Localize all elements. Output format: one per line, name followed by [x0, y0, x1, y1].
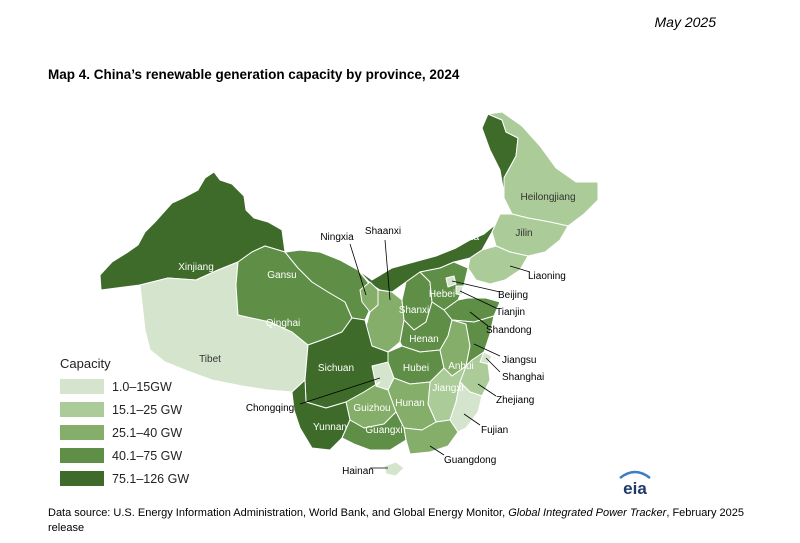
province-label: Shandong [486, 325, 532, 336]
legend: Capacity 1.0–15GW 15.1–25 GW 25.1–40 GW 40.… [60, 356, 189, 490]
legend-label: 25.1–40 GW [112, 425, 183, 440]
province-label: Shanghai [502, 372, 544, 383]
source-title: Global Integrated Power Tracker [508, 507, 667, 519]
province-label: Tibet [199, 354, 221, 365]
province-fujian[interactable] [449, 381, 483, 433]
province-label: Fujian [481, 425, 508, 436]
map-title: Map 4. China’s renewable generation capa… [48, 67, 460, 82]
province-hainan[interactable] [383, 461, 405, 477]
province-label: Yunnan [313, 422, 347, 433]
province-label: Zhejiang [496, 395, 534, 406]
leader-ningxia [349, 243, 367, 296]
source-suffix: , February 2025 release [48, 507, 744, 534]
province-label: Henan [409, 334, 438, 345]
province-beijing[interactable] [445, 275, 457, 288]
legend-item: 75.1–126 GW [60, 467, 189, 490]
leader-fujian [463, 413, 481, 426]
leader-liaoning [509, 265, 531, 273]
leader-chongqing [299, 377, 381, 405]
province-label: Hainan [342, 466, 374, 477]
province-label: Jiangxi [432, 383, 463, 394]
province-label: Heilongjiang [520, 192, 575, 203]
province-jilin[interactable] [491, 213, 569, 257]
leader-jiangsu [473, 343, 501, 357]
leader-shandong [469, 311, 489, 327]
province-label: Hubei [403, 363, 429, 374]
legend-swatch [60, 379, 104, 394]
legend-item: 25.1–40 GW [60, 421, 189, 444]
legend-swatch [60, 402, 104, 417]
legend-label: 75.1–126 GW [112, 471, 190, 486]
leader-guangdong [429, 445, 445, 456]
legend-label: 15.1–25 GW [112, 402, 183, 417]
eia-logo: eia [619, 470, 651, 498]
province-label: Liaoning [528, 271, 566, 282]
province-label: Anhui [448, 361, 474, 372]
province-label: Jiangsu [502, 355, 536, 366]
province-label: Guangxi [365, 425, 402, 436]
leader-tianjin [459, 290, 497, 309]
leader-shanghai [485, 357, 501, 373]
data-source-note: Data source: U.S. Energy Information Adm… [48, 506, 748, 536]
province-label: Beijing [498, 290, 528, 301]
province-liaoning[interactable] [467, 245, 529, 285]
province-label: Shaanxi [365, 226, 401, 237]
legend-item: 15.1–25 GW [60, 398, 189, 421]
source-prefix: Data source: U.S. Energy Information Adm… [48, 507, 509, 519]
province-label: Sichuan [318, 363, 354, 374]
province-label: Hebei [429, 289, 455, 300]
province-label: Guizhou [353, 403, 390, 414]
province-label: Guangdong [444, 455, 496, 466]
legend-label: 40.1–75 GW [112, 448, 183, 463]
province-label: Gansu [267, 270, 296, 281]
legend-swatch [60, 425, 104, 440]
province-label: Hunan [395, 398, 424, 409]
legend-label: 1.0–15GW [112, 379, 172, 394]
province-label: Inner Mongolia [413, 232, 480, 243]
legend-swatch [60, 471, 104, 486]
province-guangdong[interactable] [403, 419, 459, 455]
legend-item: 1.0–15GW [60, 375, 189, 398]
province-label: Ningxia [320, 232, 354, 243]
leader-beijing [451, 280, 501, 293]
china-map: Xinjiang Tibet Qinghai Gansu Inner Mongolia H… [99, 111, 599, 477]
leader-zhejiang [477, 383, 497, 397]
province-label: Jilin [515, 228, 532, 239]
province-label: Tianjin [496, 307, 525, 318]
legend-item: 40.1–75 GW [60, 444, 189, 467]
report-date: May 2025 [654, 14, 716, 30]
leader-shaanxi [384, 239, 391, 301]
province-tianjin[interactable] [455, 285, 464, 296]
province-label: Qinghai [266, 318, 300, 329]
province-label: Shanxi [399, 305, 430, 316]
legend-title: Capacity [60, 356, 111, 371]
province-label: Chongqing [246, 403, 294, 414]
legend-swatch [60, 448, 104, 463]
province-label: Xinjiang [178, 262, 214, 273]
eia-logo-text: eia [623, 479, 647, 498]
